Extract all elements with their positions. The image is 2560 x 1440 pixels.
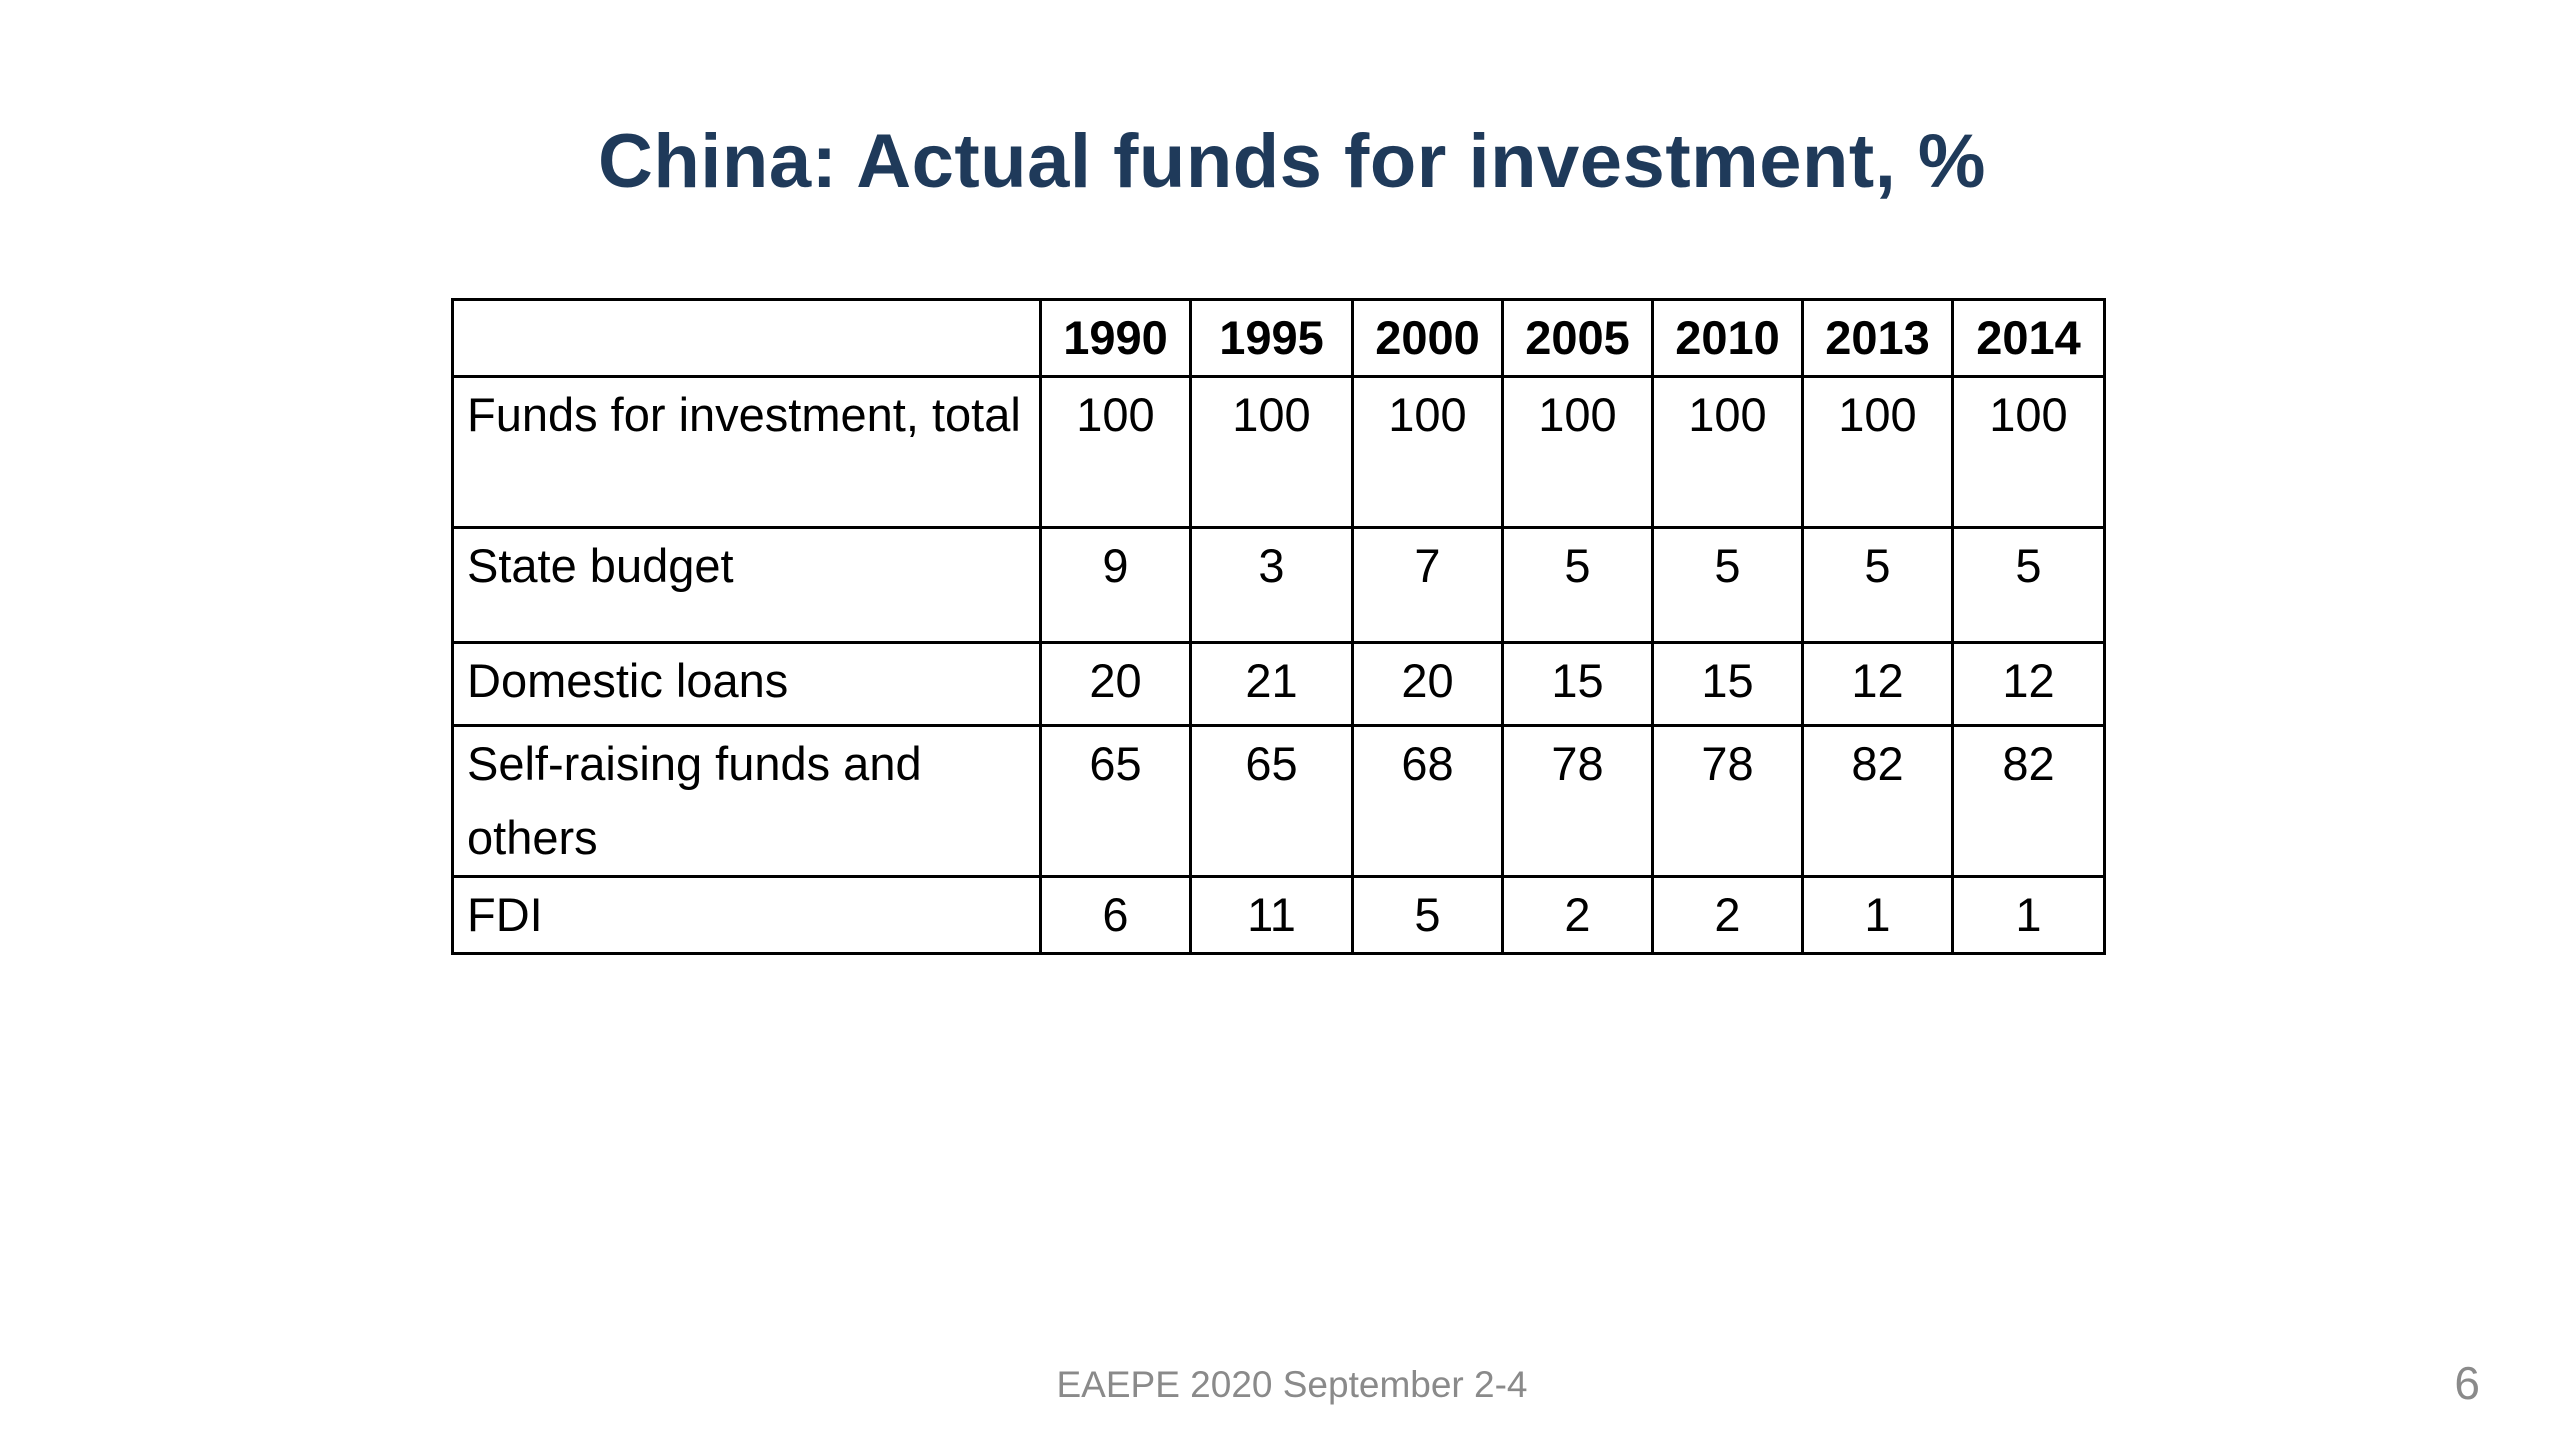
table-cell: 1 (1801, 875, 1954, 955)
row-label: Funds for investment, total (451, 375, 1042, 529)
slide-footer: EAEPE 2020 September 2-4 (1056, 1364, 1528, 1405)
page-number: 6 (2454, 1357, 2480, 1409)
year-header: 2010 (1651, 298, 1804, 378)
table-row: FDI 6 11 5 2 2 1 1 (451, 875, 2106, 955)
year-header: 2000 (1351, 298, 1504, 378)
year-header: 1990 (1039, 298, 1192, 378)
table-cell: 2 (1651, 875, 1804, 955)
table-cell: 100 (1951, 375, 2106, 529)
year-header: 2014 (1951, 298, 2106, 378)
table-cell: 100 (1801, 375, 1954, 529)
row-label: FDI (451, 875, 1042, 955)
table-cell: 68 (1351, 724, 1504, 878)
table-cell: 20 (1351, 641, 1504, 727)
table-cell: 100 (1351, 375, 1504, 529)
table-cell: 9 (1039, 526, 1192, 644)
table-cell: 1 (1951, 875, 2106, 955)
table-cell: 12 (1801, 641, 1954, 727)
table-cell: 82 (1801, 724, 1954, 878)
table-cell: 12 (1951, 641, 2106, 727)
year-header: 2013 (1801, 298, 1954, 378)
table-cell: 100 (1039, 375, 1192, 529)
table-cell: 2 (1501, 875, 1654, 955)
table-cell: 100 (1501, 375, 1654, 529)
investment-funds-table: 1990 1995 2000 2005 2010 2013 2014 Funds… (451, 298, 2106, 955)
table-row: State budget 9 3 7 5 5 5 5 (451, 526, 2106, 644)
table-header-row: 1990 1995 2000 2005 2010 2013 2014 (451, 298, 2106, 378)
table-cell: 78 (1501, 724, 1654, 878)
table-cell: 11 (1189, 875, 1354, 955)
table-cell: 3 (1189, 526, 1354, 644)
table-cell: 15 (1501, 641, 1654, 727)
table-cell: 21 (1189, 641, 1354, 727)
table-cell: 78 (1651, 724, 1804, 878)
table-cell: 5 (1651, 526, 1804, 644)
table-cell: 65 (1189, 724, 1354, 878)
row-label: Self-raising funds and others (451, 724, 1042, 878)
table-row: Funds for investment, total 100 100 100 … (451, 375, 2106, 529)
table-cell: 5 (1501, 526, 1654, 644)
row-label: State budget (451, 526, 1042, 644)
table-cell: 5 (1801, 526, 1954, 644)
table-cell: 15 (1651, 641, 1804, 727)
table-row: Domestic loans 20 21 20 15 15 12 12 (451, 641, 2106, 727)
table-cell: 65 (1039, 724, 1192, 878)
table-cell: 82 (1951, 724, 2106, 878)
row-label: Domestic loans (451, 641, 1042, 727)
year-header: 1995 (1189, 298, 1354, 378)
table-cell: 5 (1951, 526, 2106, 644)
table-cell: 20 (1039, 641, 1192, 727)
year-header: 2005 (1501, 298, 1654, 378)
table-cell: 6 (1039, 875, 1192, 955)
table-cell: 100 (1189, 375, 1354, 529)
table-cell: 100 (1651, 375, 1804, 529)
table-cell: 7 (1351, 526, 1504, 644)
table-corner-cell (451, 298, 1042, 378)
table-row: Self-raising funds and others 65 65 68 7… (451, 724, 2106, 878)
table-cell: 5 (1351, 875, 1504, 955)
slide-title: China: Actual funds for investment, % (597, 119, 1987, 204)
